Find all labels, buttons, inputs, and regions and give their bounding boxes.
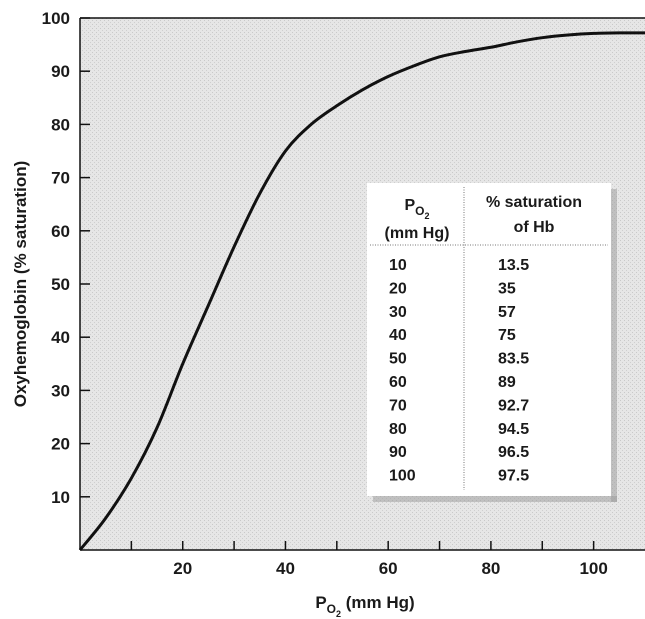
table-cell-saturation: 75: [498, 327, 516, 344]
table-cell-saturation: 92.7: [498, 397, 529, 414]
x-axis-ticks: 20 40 60 80 100: [130, 541, 608, 578]
table-header-of-hb: of Hb: [514, 219, 555, 236]
y-tick-label: 70: [51, 169, 70, 188]
table-cell-saturation: 13.5: [498, 257, 529, 274]
table-cell-saturation: 83.5: [498, 351, 529, 368]
x-tick-label: 40: [276, 559, 295, 578]
table-cell-saturation: 97.5: [498, 468, 529, 485]
table-header-po2: PO2: [404, 197, 429, 221]
x-tick-label: 100: [579, 559, 607, 578]
table-cell-saturation: 89: [498, 374, 516, 391]
table-shadow-bottom: [373, 496, 617, 502]
table-cell-po2: 70: [389, 397, 407, 414]
y-tick-label: 20: [51, 435, 70, 454]
y-tick-label: 100: [42, 9, 70, 28]
table-background: [367, 183, 611, 496]
y-tick-label: 30: [51, 381, 70, 400]
table-cell-saturation: 94.5: [498, 421, 529, 438]
y-tick-label: 90: [51, 62, 70, 81]
table-cell-po2: 100: [389, 468, 416, 485]
y-tick-label: 60: [51, 222, 70, 241]
y-tick-label: 10: [51, 488, 70, 507]
table-header-unit: (mm Hg): [385, 225, 450, 242]
saturation-curve: [78, 31, 645, 551]
data-table: PO2 (mm Hg) % saturation of Hb 10 13.5 20 3…: [367, 183, 617, 502]
y-axis-title: Oxyhemoglobin (% saturation): [11, 161, 30, 408]
table-cell-saturation: 57: [498, 304, 516, 321]
table-cell-saturation: 96.5: [498, 444, 529, 461]
x-tick-label: 80: [481, 559, 500, 578]
table-header-saturation: % saturation: [486, 194, 582, 211]
x-axis-title: PO2 (mm Hg): [315, 593, 414, 619]
x-tick-label: 20: [173, 559, 192, 578]
y-tick-label: 50: [51, 275, 70, 294]
table-shadow: [611, 189, 617, 502]
table-cell-saturation: 35: [498, 280, 516, 297]
table-cell-po2: 80: [389, 421, 407, 438]
table-cell-po2: 60: [389, 374, 407, 391]
table-cell-po2: 50: [389, 351, 407, 368]
table-rows: 10 13.5 20 35 30 57 40 75 50 83.5 60 89 70 92.7 80 94.5…: [389, 257, 529, 485]
table-cell-po2: 20: [389, 280, 407, 297]
table-cell-po2: 10: [389, 257, 407, 274]
table-cell-po2: 40: [389, 327, 407, 344]
y-axis-ticks: 10 20 30 40 50 60 70 80 90 100: [42, 9, 90, 507]
table-cell-po2: 90: [389, 444, 407, 461]
table-cell-po2: 30: [389, 304, 407, 321]
x-tick-label: 60: [379, 559, 398, 578]
y-tick-label: 80: [51, 115, 70, 134]
y-tick-label: 40: [51, 328, 70, 347]
